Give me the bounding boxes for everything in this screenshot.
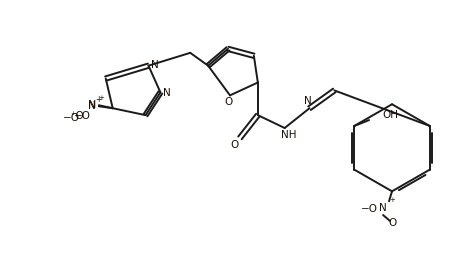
Text: +: + bbox=[98, 95, 104, 101]
Text: N: N bbox=[88, 100, 96, 110]
Text: −O: −O bbox=[73, 111, 90, 121]
Text: O: O bbox=[224, 97, 232, 107]
Text: +: + bbox=[95, 95, 102, 104]
Text: NH: NH bbox=[281, 130, 296, 140]
Text: N: N bbox=[152, 60, 159, 70]
Text: ⁺O: ⁺O bbox=[70, 111, 84, 121]
Text: N: N bbox=[88, 101, 96, 111]
Text: −O: −O bbox=[361, 204, 378, 214]
Text: +: + bbox=[389, 197, 395, 203]
Text: −O: −O bbox=[63, 113, 80, 123]
Text: N: N bbox=[163, 88, 171, 98]
Text: N: N bbox=[304, 96, 312, 106]
Text: O: O bbox=[231, 140, 239, 150]
Text: O: O bbox=[388, 218, 396, 228]
Text: OH: OH bbox=[382, 110, 398, 120]
Text: N: N bbox=[379, 203, 387, 213]
